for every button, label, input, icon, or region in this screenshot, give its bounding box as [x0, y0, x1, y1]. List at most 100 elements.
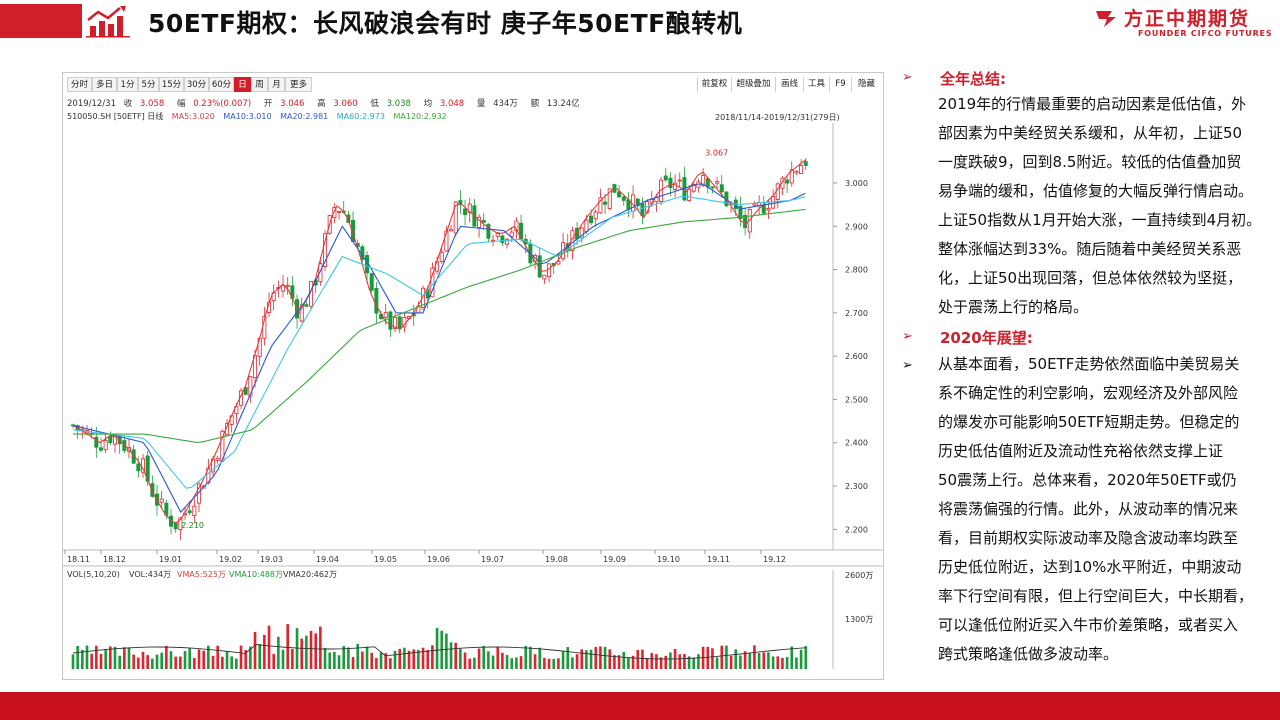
candle-body: [388, 311, 393, 330]
volume-bar: [160, 652, 163, 669]
volume-bar: [734, 649, 738, 669]
ma5-line: [72, 159, 806, 525]
candle-body: [766, 208, 771, 211]
volume-bar: [361, 651, 364, 669]
volume-bar: [454, 642, 458, 669]
volume-bar: [631, 655, 635, 669]
date-tick-label: 19.07: [481, 555, 504, 564]
volume-bar: [421, 647, 425, 669]
stock-chart-window[interactable]: 分时 多日 1分 5分 15分 30分 60分 日 周 月 更多 前复权 超级叠…: [62, 72, 884, 680]
period-tab-week[interactable]: 周: [251, 77, 268, 92]
volume-bar: [118, 655, 121, 669]
volume-bar: [566, 647, 570, 669]
candle-body: [337, 211, 342, 213]
volume-bar: [244, 650, 247, 669]
volume-bar: [650, 652, 654, 669]
quote-volume: 量 434万: [476, 99, 518, 109]
candle-body: [785, 179, 790, 184]
candle-body: [542, 274, 547, 280]
period-tab-1min[interactable]: 1分: [117, 77, 138, 92]
volume-bar: [365, 646, 369, 669]
volume-bar: [239, 645, 243, 669]
volume-bar: [389, 658, 392, 669]
volume-bar: [473, 657, 476, 669]
volume-bar: [799, 649, 803, 669]
volume-bar: [697, 654, 700, 669]
section1-title: 全年总结:: [940, 70, 1006, 88]
candle-body: [299, 304, 304, 322]
footer-bar: [0, 692, 1280, 720]
candle-body: [99, 447, 104, 451]
candle-body: [421, 287, 426, 308]
volume-bar: [123, 647, 126, 669]
period-tab-more[interactable]: 更多: [285, 77, 312, 92]
f9-button[interactable]: F9: [829, 77, 851, 92]
volume-bar: [659, 657, 663, 669]
candle-body: [159, 498, 164, 503]
candle-body: [579, 227, 584, 239]
candle-body: [673, 182, 678, 190]
summary-line: 历史低估值附近及流动性充裕依然支撑上证: [938, 442, 1224, 460]
volume-bar: [459, 648, 462, 669]
volume-bar: [356, 643, 360, 669]
volume-bar: [193, 658, 196, 669]
candle-body: [710, 186, 715, 189]
volume-bar: [225, 651, 229, 669]
growth-chart-icon: [86, 6, 130, 38]
vol-value: VOL:434万: [129, 570, 171, 579]
price-tick-label: 2.700: [845, 309, 868, 318]
volume-bar: [599, 646, 602, 669]
period-tab-5min[interactable]: 5分: [138, 77, 159, 92]
candle-body: [799, 165, 804, 174]
tools-button[interactable]: 工具: [803, 77, 829, 92]
period-tab-60min[interactable]: 60分: [209, 77, 234, 92]
adjust-button[interactable]: 前复权: [697, 77, 731, 92]
period-tab-multiday[interactable]: 多日: [92, 77, 117, 92]
volume-bar: [585, 650, 588, 669]
volume-bar: [785, 656, 789, 669]
summary-line: 率下行空间有限，但上行空间巨大，中长期看，: [938, 587, 1254, 605]
price-tick-label: 2.200: [845, 525, 868, 534]
volume-bar: [249, 646, 252, 669]
header-red-block: [0, 4, 82, 38]
candle-body: [738, 206, 743, 220]
volume-bar: [132, 654, 135, 669]
volume-bar: [636, 650, 640, 669]
bullet-arrow-icon: ➢: [902, 358, 913, 373]
period-tab-15min[interactable]: 15分: [159, 77, 184, 92]
volume-bar: [235, 658, 238, 669]
ma5-value: MA5:3.020: [171, 112, 215, 121]
candlestick-chart[interactable]: 3.000 2.900 2.800 2.700 2.600 2.500 2.400 2.300…: [63, 73, 883, 679]
volume-bar: [501, 652, 504, 669]
quote-summary: 2019/12/31 收 3.058 幅 0.23%(0.007) 开 3.04…: [67, 97, 590, 109]
volume-bar: [277, 636, 280, 669]
volume-bar: [589, 649, 593, 669]
volume-bar: [739, 655, 742, 669]
summary-line: 跨式策略逢低做多波动率。: [938, 645, 1119, 663]
volume-bar: [412, 649, 416, 669]
summary-line: 一度跌破9，回到8.5附近。较低的估值叠加贸: [938, 153, 1242, 171]
period-tab-day[interactable]: 日: [234, 77, 251, 92]
period-tab-30min[interactable]: 30分: [184, 77, 209, 92]
period-tab-month[interactable]: 月: [268, 77, 285, 92]
volume-bar: [398, 648, 402, 669]
candle-body: [192, 505, 197, 516]
summary-line: 将震荡偏强的行情。此外，从波动率的情况来: [938, 500, 1239, 518]
vma5-value: VMA5:525万: [177, 570, 226, 579]
period-tab-intraday[interactable]: 分时: [67, 77, 92, 92]
founder-logo-icon: [1096, 10, 1116, 27]
vma20-value: VMA20:462万: [283, 570, 337, 579]
volume-bar: [641, 649, 644, 669]
low-price-label: 2.210: [181, 521, 204, 530]
volume-bar: [771, 656, 775, 669]
hide-button[interactable]: 隐藏: [851, 77, 881, 92]
volume-bar: [146, 655, 149, 669]
candle-body: [243, 387, 248, 395]
draw-line-button[interactable]: 画线: [775, 77, 803, 92]
volume-bar: [496, 647, 500, 669]
date-tick-label: 19.01: [159, 555, 182, 564]
overlay-button[interactable]: 超级叠加: [731, 77, 775, 92]
volume-bar: [482, 645, 486, 669]
volume-bar: [524, 645, 528, 669]
summary-line: 的爆发亦可能影响50ETF短期走势。但稳定的: [938, 413, 1240, 431]
